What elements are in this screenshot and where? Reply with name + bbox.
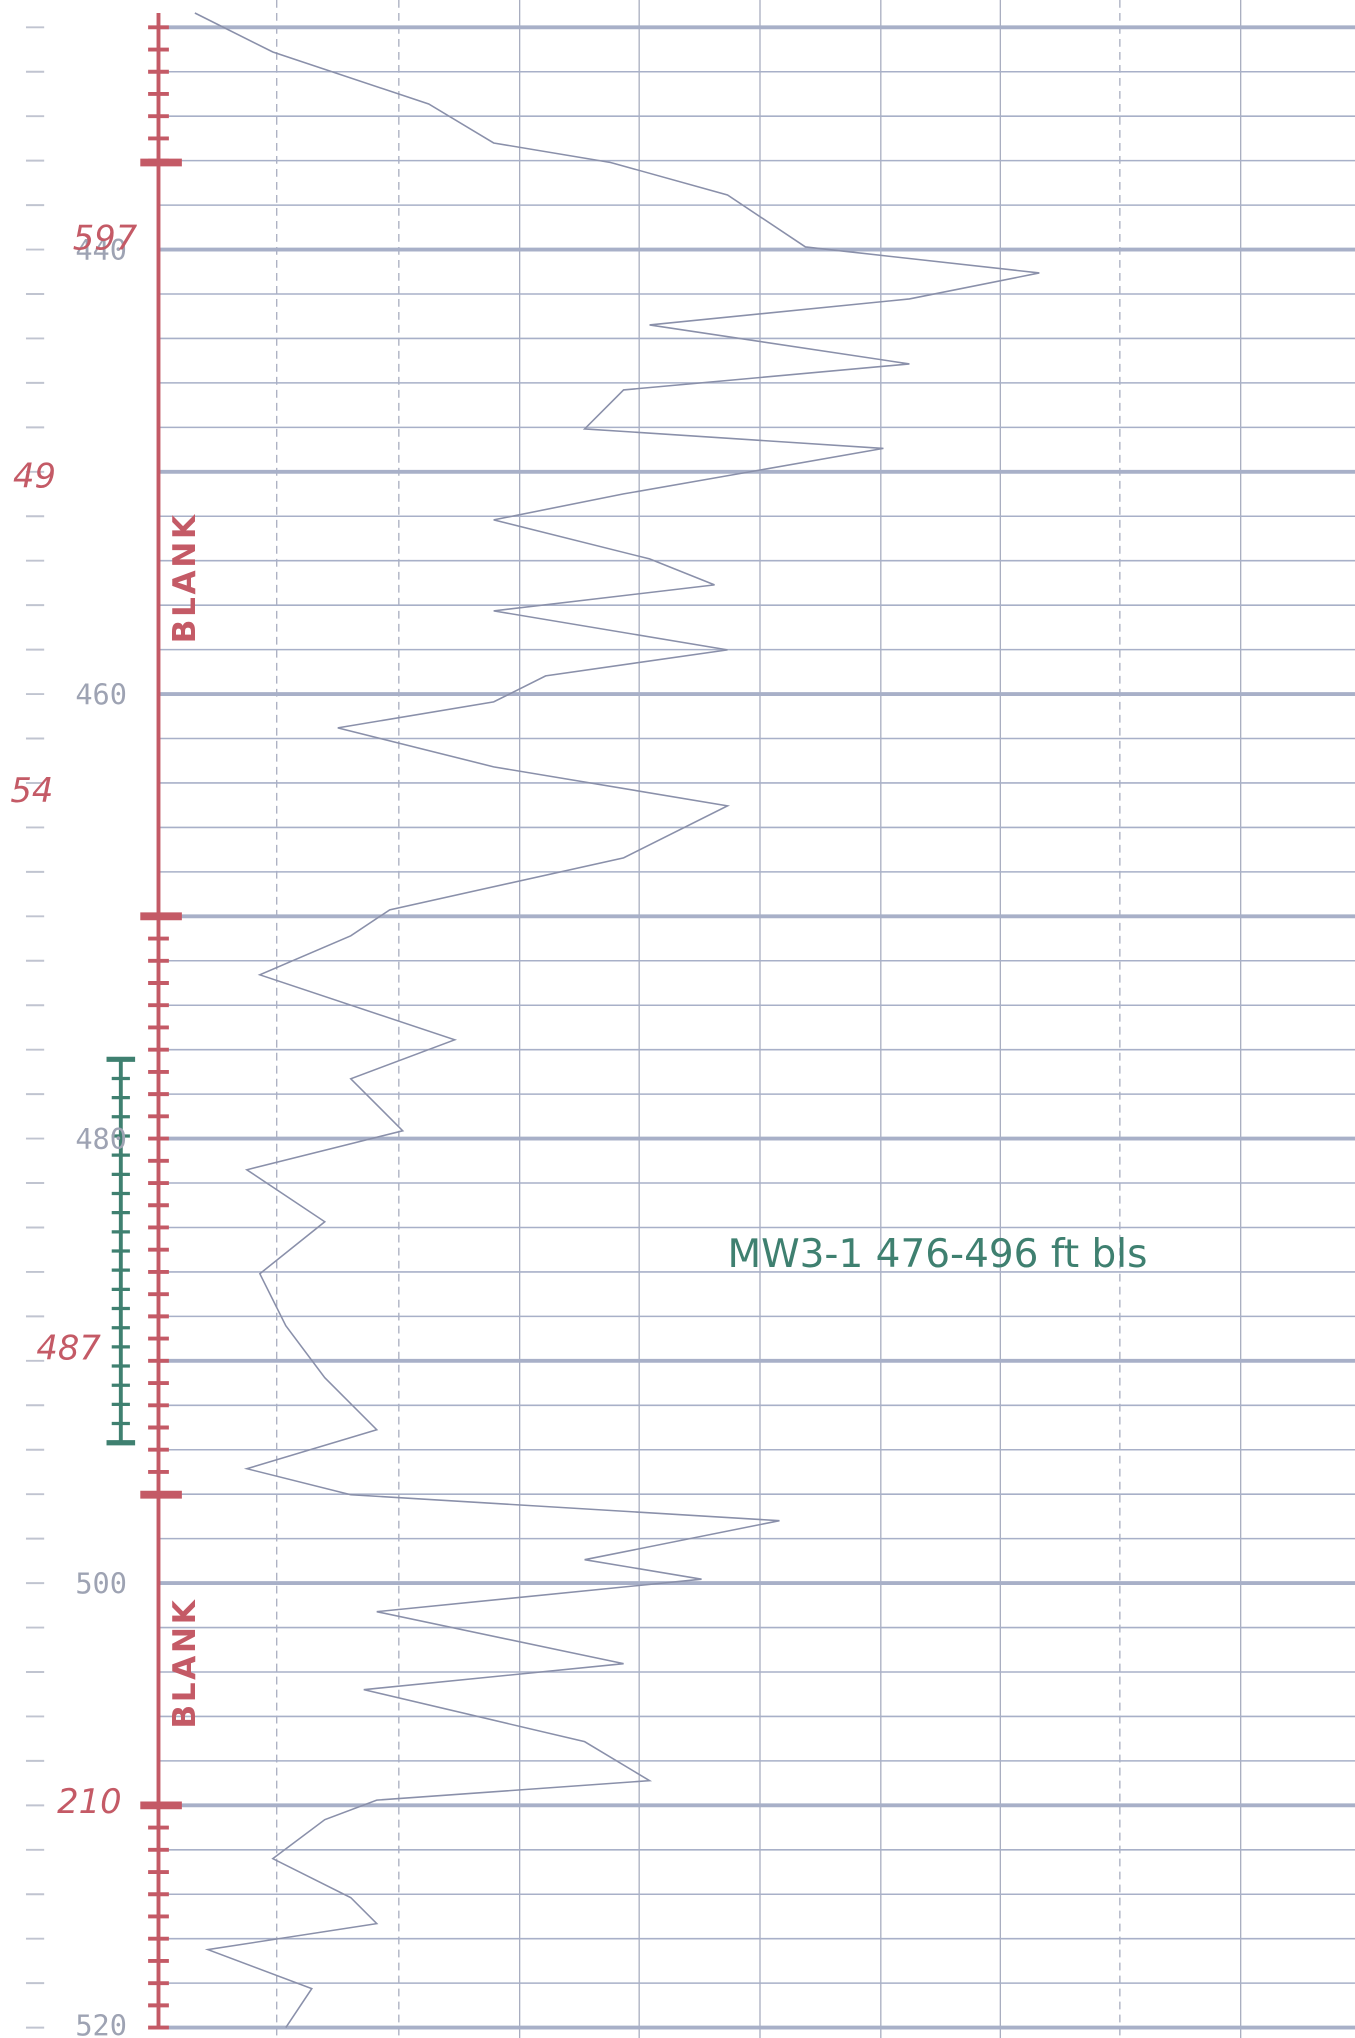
- page: {"depth_labels": ["440", "460", "480", "…: [0, 0, 1355, 2038]
- well-annotation: MW3-1 476-496 ft bls: [728, 1232, 1148, 1277]
- handwritten-mark: 54: [10, 771, 53, 810]
- handwritten-depth: 597: [73, 219, 138, 258]
- blank-label: BLANK: [167, 512, 203, 643]
- handwritten-mark: 49: [13, 456, 56, 495]
- depth-label: 500: [75, 1566, 127, 1600]
- log-trace: [195, 13, 1039, 2028]
- blank-label: BLANK: [167, 1598, 203, 1729]
- handwritten-mark: 487: [36, 1329, 101, 1368]
- depth-label: 460: [75, 677, 127, 711]
- handwritten-mark: 210: [57, 1782, 121, 1821]
- depth-label: 520: [75, 2008, 127, 2038]
- well-log: 440 460 480 500 520 597 49 54 487 210 BL…: [0, 0, 1355, 2038]
- grid: [26, 0, 1355, 2038]
- depth-label: 480: [75, 1122, 127, 1156]
